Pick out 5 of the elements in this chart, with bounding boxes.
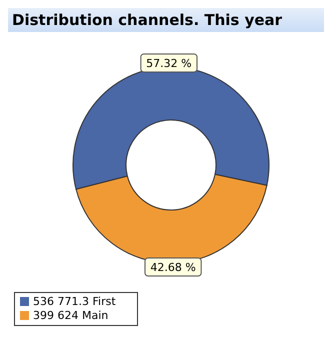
chart-title: Distribution channels. This year xyxy=(8,8,324,32)
legend-label: 536 771.3 First xyxy=(33,295,116,308)
data-label: 42.68 % xyxy=(150,260,196,274)
legend-label: 399 624 Main xyxy=(33,309,108,322)
data-label: 57.32 % xyxy=(146,57,192,70)
